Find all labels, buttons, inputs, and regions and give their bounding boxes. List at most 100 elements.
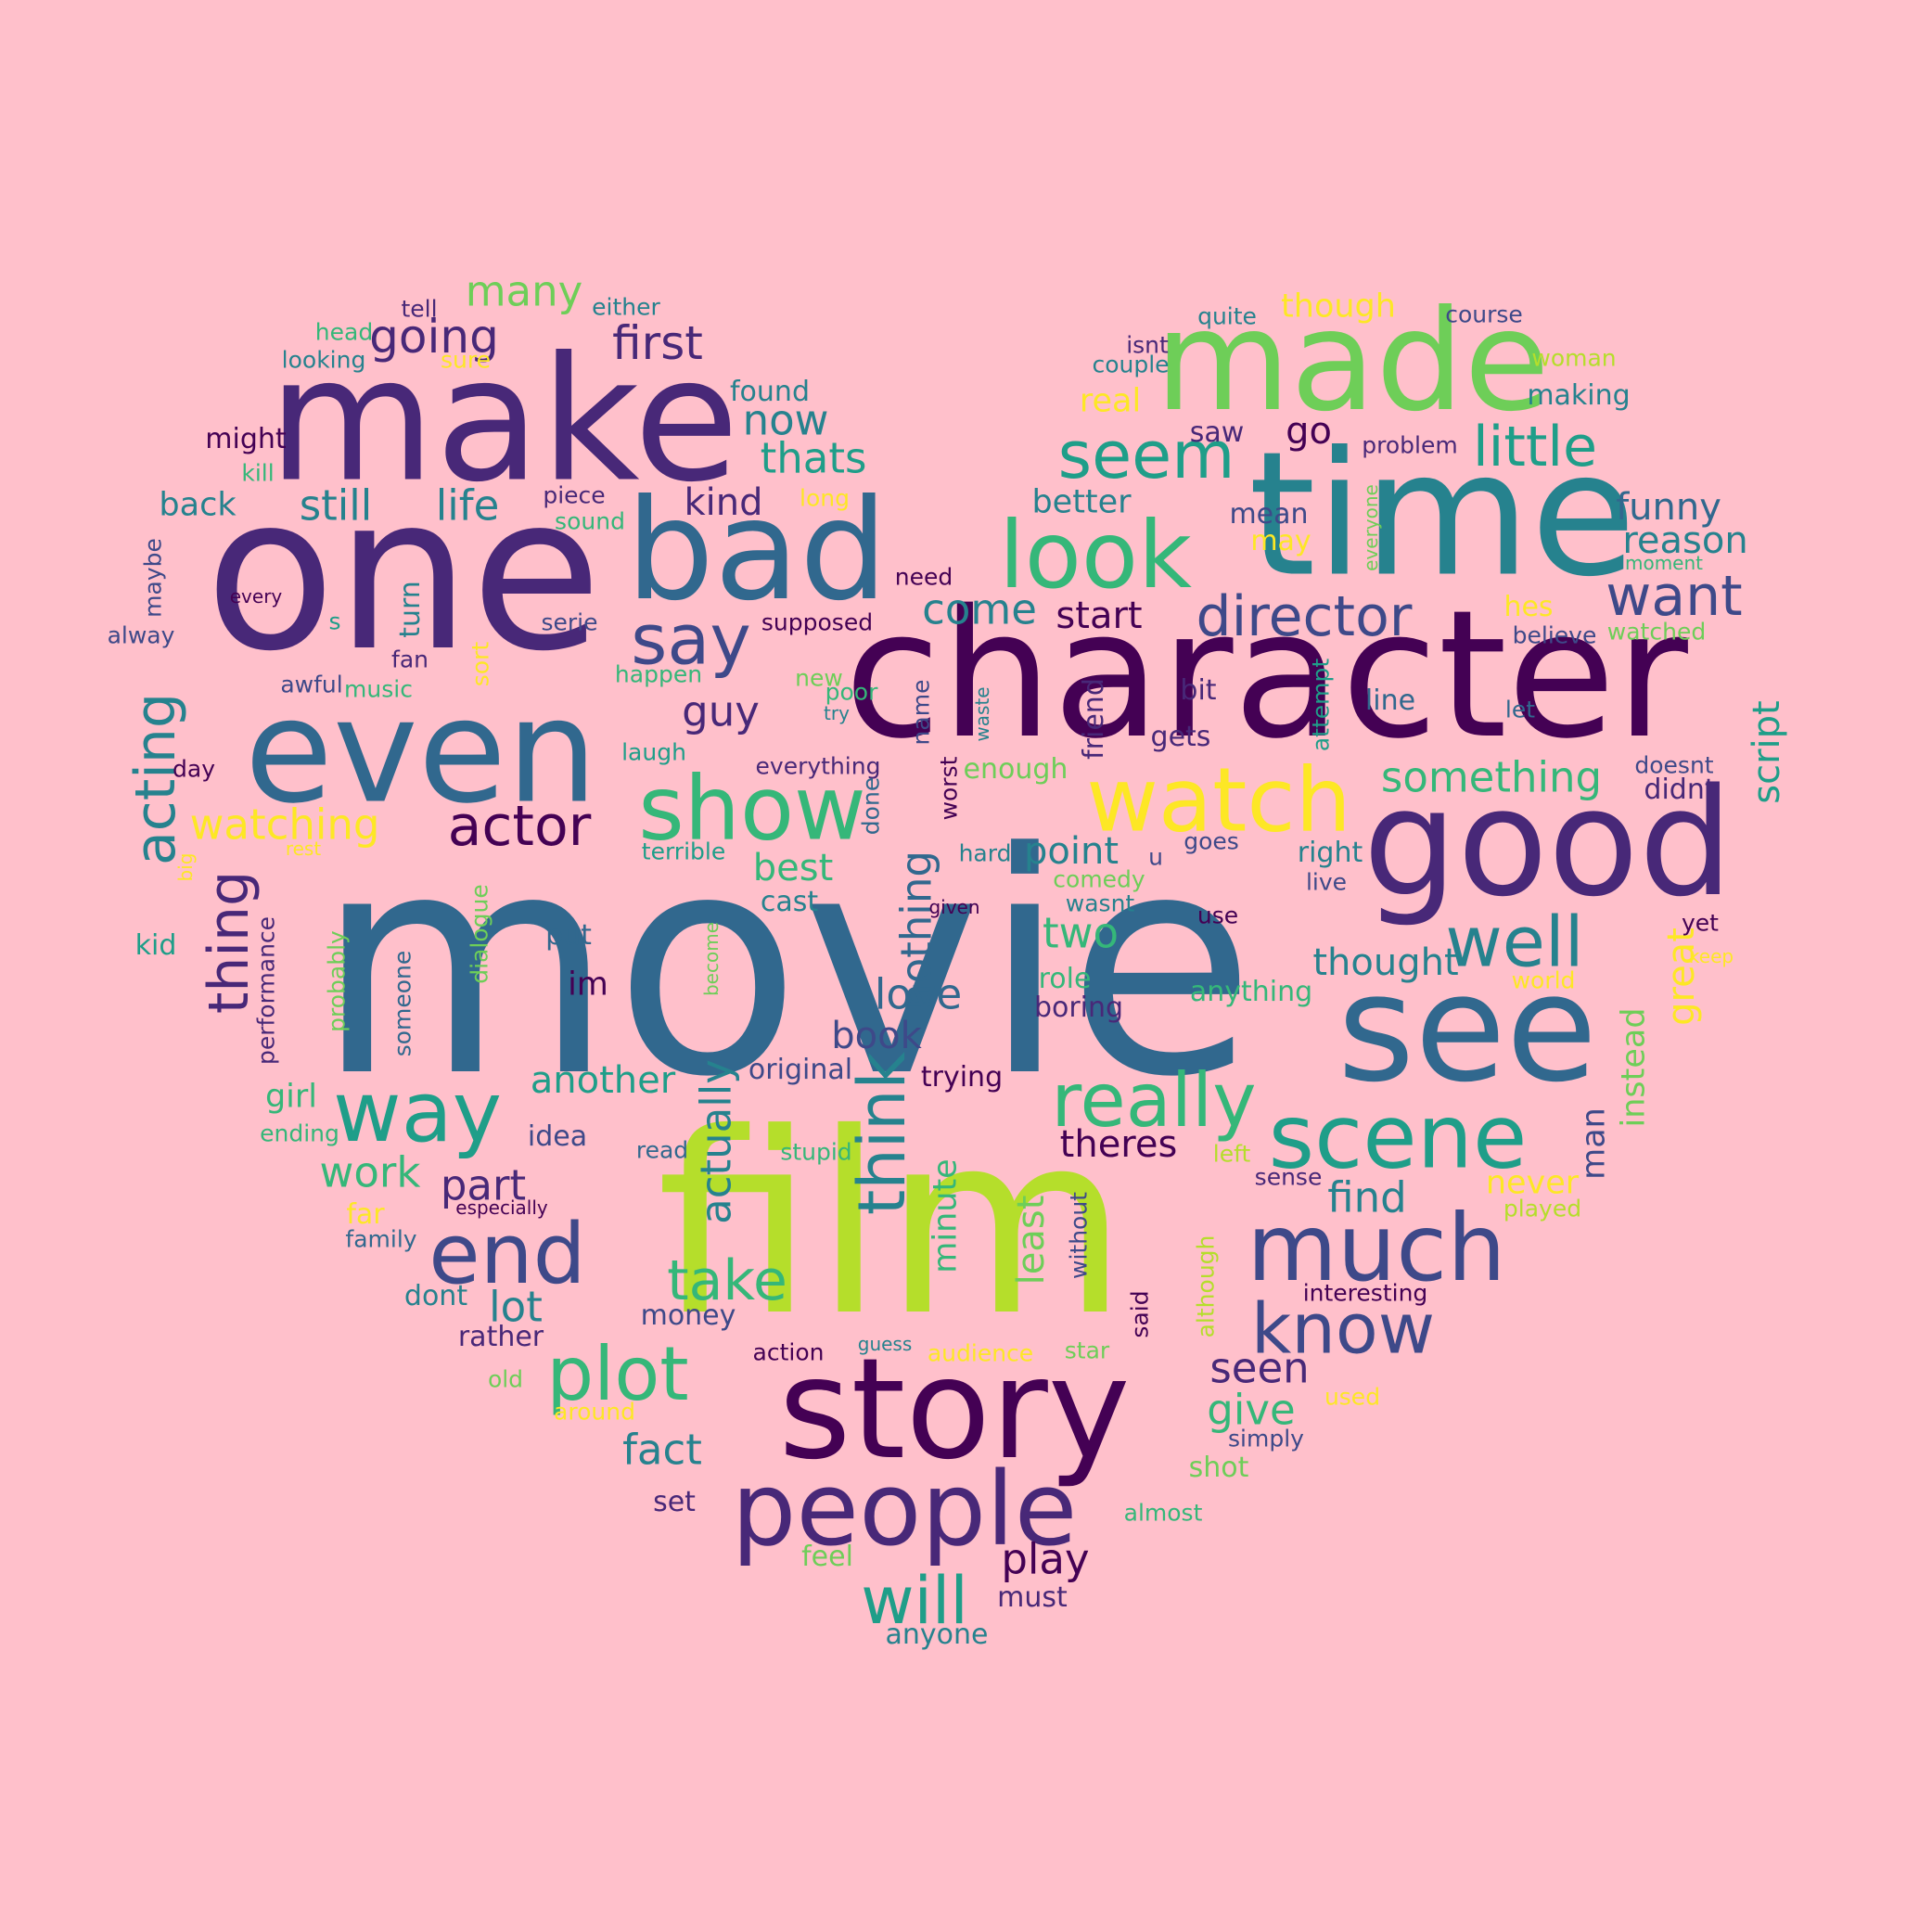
- word-way: way: [332, 1064, 503, 1161]
- word-anyone: anyone: [885, 1619, 989, 1651]
- word-seem: seem: [1057, 417, 1235, 493]
- word-anything: anything: [1189, 976, 1313, 1008]
- word-quite: quite: [1197, 302, 1257, 330]
- word-bit: bit: [1180, 674, 1217, 707]
- word-happen: happen: [614, 660, 703, 688]
- word-part: part: [440, 1160, 527, 1210]
- word-woman: woman: [1531, 344, 1617, 372]
- word-everything: everything: [755, 752, 881, 780]
- word-awful: awful: [280, 671, 343, 698]
- word-either: either: [592, 293, 660, 321]
- word-piece: piece: [543, 481, 606, 509]
- word-never: never: [1485, 1164, 1580, 1202]
- word-doesnt: doesnt: [1634, 751, 1714, 779]
- word-performance: performance: [252, 915, 280, 1066]
- word-seen: seen: [1209, 1343, 1310, 1393]
- word-couple: couple: [1092, 351, 1170, 378]
- word-end: end: [429, 1206, 586, 1303]
- word-best: best: [752, 847, 834, 889]
- word-sort: sort: [467, 641, 494, 687]
- word-people: people: [731, 1450, 1078, 1568]
- word-dialogue: dialogue: [466, 884, 493, 984]
- word-become: become: [700, 921, 723, 997]
- word-going: going: [369, 310, 499, 364]
- word-comedy: comedy: [1053, 865, 1145, 893]
- word-role: role: [1038, 963, 1092, 995]
- word-thats: thats: [760, 433, 867, 483]
- word-still: still: [299, 480, 373, 531]
- word-used: used: [1324, 1383, 1381, 1411]
- word-watching: watching: [189, 800, 380, 850]
- word-moment: moment: [1624, 552, 1704, 574]
- word-live: live: [1305, 868, 1348, 896]
- word-line: line: [1364, 685, 1416, 717]
- word-money: money: [640, 1299, 736, 1332]
- word-book: book: [831, 1015, 922, 1057]
- word-movie: movie: [315, 787, 1256, 1144]
- word-thing: thing: [197, 870, 262, 1015]
- word-gets: gets: [1150, 721, 1211, 753]
- word-im: im: [568, 966, 608, 1004]
- word-music: music: [344, 675, 413, 703]
- word-tell: tell: [401, 295, 438, 323]
- word-goes: goes: [1184, 827, 1239, 855]
- word-come: come: [922, 584, 1037, 634]
- word-enough: enough: [963, 753, 1068, 786]
- word-head: head: [314, 318, 374, 346]
- word-said: said: [1126, 1290, 1154, 1338]
- word-instead: instead: [1615, 1007, 1653, 1128]
- word-someone: someone: [389, 950, 416, 1057]
- word-look: look: [998, 501, 1193, 609]
- word-probably: probably: [323, 930, 351, 1032]
- word-worst: worst: [935, 756, 963, 821]
- word-two: two: [1043, 908, 1119, 958]
- word-almost: almost: [1123, 1499, 1203, 1527]
- word-making: making: [1527, 379, 1631, 412]
- word-see: see: [1337, 941, 1598, 1115]
- word-laugh: laugh: [621, 738, 686, 766]
- word-much: much: [1247, 1194, 1506, 1302]
- word-friend: friend: [1078, 678, 1110, 760]
- word-sound: sound: [555, 507, 625, 535]
- word-new: new: [795, 664, 843, 692]
- word-star: star: [1064, 1337, 1110, 1364]
- word-must: must: [997, 1581, 1068, 1614]
- word-little: little: [1473, 415, 1597, 480]
- word-idea: idea: [527, 1120, 588, 1153]
- word-go: go: [1286, 410, 1332, 453]
- word-watched: watched: [1606, 618, 1707, 646]
- word-guess: guess: [857, 1333, 913, 1355]
- word-back: back: [159, 486, 237, 524]
- word-hes: hes: [1503, 591, 1554, 623]
- word-lot: lot: [489, 1282, 543, 1332]
- word-given: given: [928, 896, 980, 918]
- word-know: know: [1250, 1287, 1436, 1370]
- word-alway: alway: [107, 621, 175, 649]
- word-read: read: [635, 1136, 689, 1164]
- word-without: without: [1065, 1192, 1093, 1279]
- word-guy: guy: [682, 686, 760, 736]
- word-yet: yet: [1682, 909, 1719, 937]
- word-rather: rather: [457, 1321, 544, 1353]
- word-original: original: [748, 1054, 853, 1086]
- word-world: world: [1511, 966, 1576, 994]
- word-done: done: [857, 776, 885, 836]
- word-time: time: [1248, 414, 1636, 615]
- word-might: might: [205, 423, 287, 455]
- word-sure: sure: [441, 346, 491, 374]
- word-set: set: [653, 1486, 696, 1518]
- word-shot: shot: [1188, 1452, 1249, 1484]
- word-let: let: [1504, 696, 1536, 723]
- word-day: day: [173, 755, 215, 783]
- word-terrible: terrible: [641, 838, 726, 865]
- word-story: story: [778, 1329, 1131, 1491]
- word-played: played: [1503, 1195, 1582, 1222]
- word-right: right: [1297, 837, 1363, 869]
- word-everyone: everyone: [1360, 484, 1382, 571]
- word-kind: kind: [684, 481, 763, 524]
- word-say: say: [631, 598, 751, 681]
- word-now: now: [742, 395, 829, 445]
- word-great: great: [1660, 928, 1703, 1026]
- word-course: course: [1445, 301, 1523, 328]
